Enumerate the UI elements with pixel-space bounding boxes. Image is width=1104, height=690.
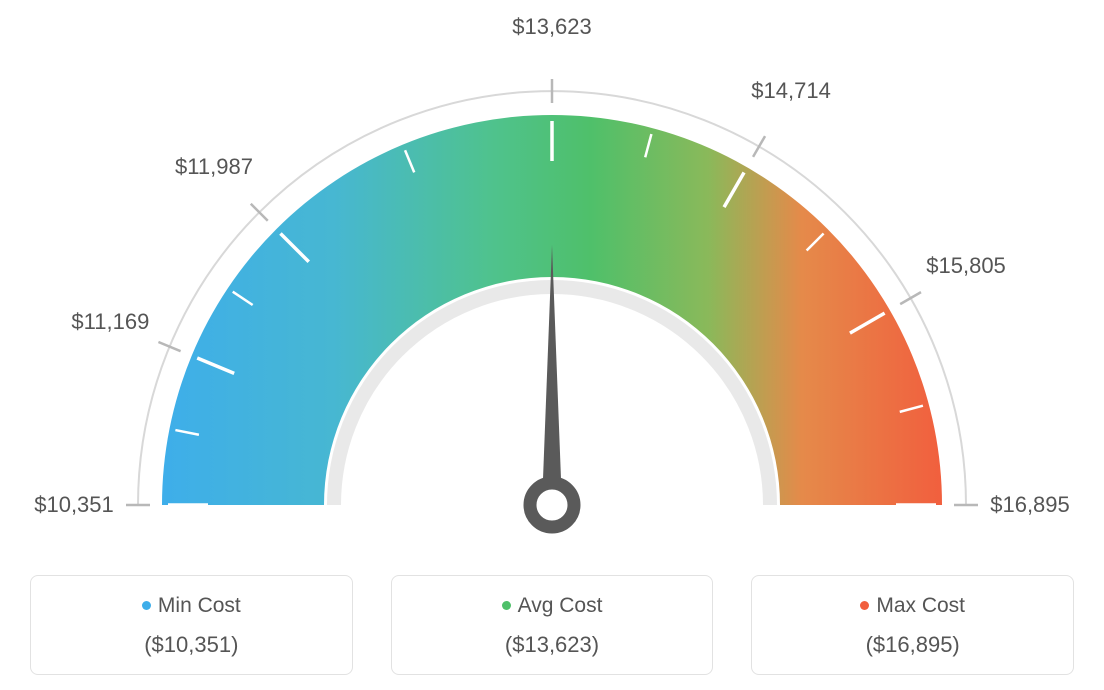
legend-title-max: Max Cost [762,594,1063,618]
gauge-chart: $10,351 $11,169 $11,987 $13,623 $14,714 $15,8… [0,0,1104,560]
gauge-tick-label: $14,714 [751,78,831,104]
gauge-svg [0,0,1104,560]
legend-title-min-text: Min Cost [158,594,241,617]
legend-dot-max [860,601,869,610]
legend-dot-min [142,601,151,610]
legend-row: Min Cost ($10,351) Avg Cost ($13,623) Ma… [30,575,1074,675]
legend-card-max: Max Cost ($16,895) [751,575,1074,675]
gauge-tick-label: $13,623 [512,14,592,40]
legend-value-max: ($16,895) [762,632,1063,658]
legend-value-min: ($10,351) [41,632,342,658]
legend-dot-avg [502,601,511,610]
gauge-tick-label: $10,351 [34,492,114,518]
legend-title-avg: Avg Cost [402,594,703,618]
legend-title-max-text: Max Cost [876,594,965,617]
legend-card-avg: Avg Cost ($13,623) [391,575,714,675]
legend-card-min: Min Cost ($10,351) [30,575,353,675]
gauge-tick-label: $15,805 [926,253,1006,279]
gauge-tick-label: $11,169 [71,309,149,335]
legend-title-min: Min Cost [41,594,342,618]
legend-title-avg-text: Avg Cost [518,594,603,617]
gauge-tick-label: $11,987 [175,154,253,180]
gauge-tick-label: $16,895 [990,492,1070,518]
legend-value-avg: ($13,623) [402,632,703,658]
